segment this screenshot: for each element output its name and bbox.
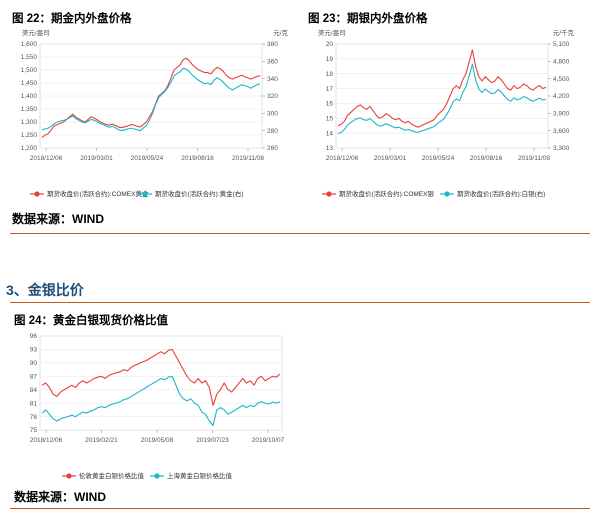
y-left-tick-label: 81 <box>30 400 38 407</box>
legend-marker <box>154 473 160 479</box>
series-line-1 <box>41 57 261 139</box>
legend-label: 期货收盘价(活跃合约):COMEX银 <box>339 189 434 198</box>
series-line-2 <box>337 63 547 135</box>
y-left-tick-label: 1,350 <box>21 106 38 113</box>
x-tick-label: 2019/05/08 <box>141 437 174 444</box>
y-left-tick-label: 20 <box>326 41 334 48</box>
y-left-tick-label: 1,600 <box>21 41 38 48</box>
y-right-tick-label: 3,300 <box>553 145 570 152</box>
y-right-tick-label: 260 <box>267 145 278 152</box>
legend-marker <box>66 473 72 479</box>
legend-marker <box>444 191 450 197</box>
series-line-2 <box>41 67 261 132</box>
y-right-tick-label: 3,600 <box>553 128 570 135</box>
x-tick-label: 2019/11/08 <box>232 155 264 162</box>
y-left-tick-label: 1,200 <box>21 145 38 152</box>
y-right-tick-label: 4,800 <box>553 59 570 66</box>
y-left-tick-label: 84 <box>30 387 38 394</box>
series-line-1 <box>337 49 547 128</box>
legend-marker <box>142 191 148 197</box>
x-tick-label: 2019/05/24 <box>422 155 455 162</box>
y-left-tick-label: 19 <box>326 56 334 63</box>
y-right-tick-label: 280 <box>267 128 278 135</box>
legend-marker <box>34 191 40 197</box>
x-tick-label: 2019/11/08 <box>518 155 550 162</box>
legend-label: 伦敦黄金白银价格比值 <box>79 471 145 480</box>
x-tick-label: 2019/08/16 <box>181 155 214 162</box>
y-right-tick-label: 4,500 <box>553 76 570 83</box>
y-left-tick-label: 13 <box>326 145 334 152</box>
y-right-tick-label: 5,100 <box>553 41 570 48</box>
fig22-chart: 1,200 1,250 1,300 1,350 1,400 1,450 1,500 1,550… <box>21 28 289 198</box>
x-tick-label: 2019/03/01 <box>80 155 113 162</box>
plot-area <box>335 43 549 149</box>
x-tick-label: 2018/12/06 <box>30 155 63 162</box>
legend-label: 期货收盘价(活跃合约):白银(右) <box>457 189 545 198</box>
y-left-tick-label: 1,550 <box>21 54 38 61</box>
fig23-title: 图 23：期银内外盘价格 <box>308 13 428 25</box>
y-left-tick-label: 78 <box>30 414 38 421</box>
y-right-tick-label: 3,900 <box>553 111 570 118</box>
y-right-tick-label: 300 <box>267 111 278 118</box>
y-right-tick-label: 360 <box>267 59 278 66</box>
y-left-tick-label: 1,450 <box>21 80 38 87</box>
source-note-2: 数据来源：WIND <box>14 490 106 504</box>
fig24-chart: 75 78 81 84 87 90 93 96 2018/12/06 2019/02/21 2019… <box>30 333 285 480</box>
y-right-tick-label: 380 <box>267 41 278 48</box>
y-left-tick-label: 15 <box>326 115 334 122</box>
divider-rule-2 <box>10 302 590 303</box>
y-left-tick-label: 1,250 <box>21 132 38 139</box>
y-right-unit: 元/克 <box>273 29 288 37</box>
y-left-tick-label: 18 <box>326 71 334 78</box>
y-left-tick-label: 75 <box>30 427 38 434</box>
legend-label: 期货收盘价(活跃合约):黄金(右) <box>155 189 243 198</box>
y-left-unit: 美元/盎司 <box>318 28 346 37</box>
x-tick-label: 2018/12/06 <box>326 155 359 162</box>
y-right-tick-label: 4,200 <box>553 93 570 100</box>
fig23-chart: 13 14 15 16 17 18 19 20 3,300 3,600 3,900 4,200 4,50… <box>318 28 575 198</box>
y-left-tick-label: 16 <box>326 101 334 108</box>
fig22-title: 图 22：期金内外盘价格 <box>12 13 132 25</box>
series-line-2 <box>41 375 281 427</box>
divider-rule-1 <box>10 233 590 234</box>
y-right-unit: 元/千克 <box>553 28 575 37</box>
legend-marker <box>326 191 332 197</box>
y-left-tick-label: 1,400 <box>21 93 38 100</box>
legend-label: 上海黄金白银价格比值 <box>167 471 233 480</box>
divider-rule-3 <box>10 508 590 509</box>
source-note-1: 数据来源：WIND <box>12 212 104 226</box>
y-right-tick-label: 320 <box>267 93 278 100</box>
x-tick-label: 2019/02/21 <box>85 437 118 444</box>
y-left-tick-label: 96 <box>30 333 38 340</box>
y-left-tick-label: 93 <box>30 347 38 354</box>
legend-label: 期货收盘价(活跃合约):COMEX黄金 <box>47 189 149 198</box>
x-tick-label: 2019/03/01 <box>374 155 407 162</box>
y-left-tick-label: 14 <box>326 130 334 137</box>
y-left-tick-label: 17 <box>326 86 334 93</box>
y-left-tick-label: 87 <box>30 373 38 380</box>
y-right-tick-label: 340 <box>267 76 278 83</box>
y-left-tick-label: 1,300 <box>21 119 38 126</box>
x-tick-label: 2019/10/07 <box>252 437 285 444</box>
y-left-unit: 美元/盎司 <box>22 28 50 37</box>
x-tick-label: 2018/12/06 <box>30 437 63 444</box>
section-heading: 3、金银比价 <box>6 282 84 298</box>
x-tick-label: 2019/05/24 <box>131 155 164 162</box>
x-tick-label: 2019/07/23 <box>196 437 229 444</box>
y-left-tick-label: 1,500 <box>21 67 38 74</box>
fig24-title: 图 24：黄金白银现货价格比值 <box>14 315 168 327</box>
x-tick-label: 2019/08/16 <box>470 155 503 162</box>
series-line-1 <box>41 348 281 406</box>
y-left-tick-label: 90 <box>30 360 38 367</box>
